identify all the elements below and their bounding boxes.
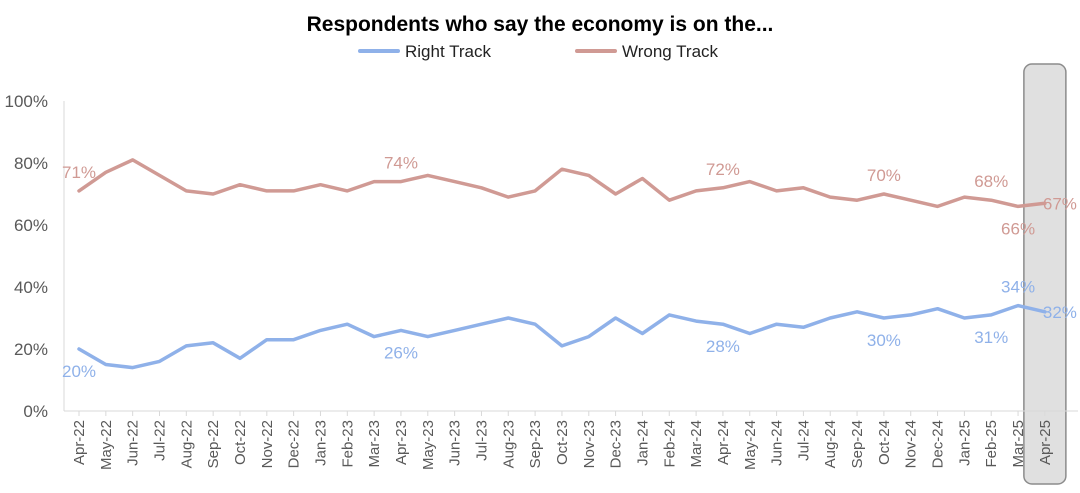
x-tick-label: Nov-24 [903,420,920,468]
x-tick-label: Jun-22 [125,420,142,466]
x-tick-label: Sep-22 [205,420,222,468]
x-tick-label: May-23 [420,420,437,470]
chart-title: Respondents who say the economy is on th… [307,13,774,36]
x-tick-label: Jul-22 [151,420,168,461]
series-layer [77,158,1047,370]
x-tick-label: Feb-23 [339,420,356,468]
x-tick-label: Jan-25 [956,420,973,466]
x-tick-label: Mar-24 [688,420,705,468]
y-tick-label: 40% [14,278,48,297]
data-label: 31% [974,328,1008,347]
x-tick-label: Oct-24 [876,420,893,465]
data-label: 71% [62,163,96,182]
y-tick-label: 20% [14,340,48,359]
data-label: 68% [974,172,1008,191]
data-label: 28% [706,337,740,356]
series-line [77,303,1047,370]
x-tick-label: Aug-24 [822,420,839,468]
x-tick-label: Aug-23 [500,420,517,468]
x-axis: Apr-22 May-22 Jun-22 Jul-22 Aug-22 Sep-22 Oct-… [64,410,1078,470]
x-tick-label: Mar-25 [1010,420,1027,468]
y-tick-label: 80% [14,154,48,173]
x-tick-label: Jan-24 [634,420,651,466]
x-tick-label: Dec-23 [608,420,625,468]
data-label: 20% [62,362,96,381]
data-label: 30% [867,331,901,350]
x-tick-label: Aug-22 [178,420,195,468]
data-label: 72% [706,160,740,179]
x-tick-label: Oct-23 [554,420,571,465]
x-tick-label: Nov-23 [581,420,598,468]
x-tick-label: Jun-24 [769,420,786,466]
x-tick-label: Dec-24 [930,420,947,468]
data-label: 70% [867,166,901,185]
series-line [77,158,1047,209]
data-label: 26% [384,343,418,362]
x-tick-label: Mar-23 [366,420,383,468]
highlight-box [1023,63,1067,485]
x-tick-label: Feb-24 [661,420,678,468]
data-label: 32% [1043,303,1077,322]
data-labels: 20% 26% 28% 30% 31% 34% 32% 71% 74% 72% 70% 68% 66% 6… [62,154,1077,381]
data-label: 66% [1001,219,1035,238]
y-axis: 0% 20% 40% 60% 80% 100% [5,92,65,421]
data-label: 34% [1001,278,1035,297]
x-tick-label: Jun-23 [447,420,464,466]
x-tick-label: Oct-22 [232,420,249,465]
data-label: 74% [384,154,418,173]
y-tick-label: 100% [5,92,48,111]
x-tick-label: Apr-22 [71,420,88,465]
x-tick-label: Jul-23 [473,420,490,461]
x-tick-label: May-22 [98,420,115,470]
x-tick-label: Apr-23 [393,420,410,465]
x-tick-label: Apr-24 [715,420,732,465]
y-tick-label: 60% [14,216,48,235]
x-tick-label: Nov-22 [259,420,276,468]
legend: Right Track Wrong Track [358,42,719,61]
x-tick-label: Sep-23 [527,420,544,468]
x-tick-label: Jan-23 [312,420,329,466]
legend-label: Wrong Track [622,42,719,61]
y-tick-label: 0% [23,402,48,421]
x-tick-label: Apr-25 [1037,420,1054,465]
x-tick-label: Dec-22 [286,420,303,468]
data-label: 67% [1043,194,1077,213]
x-tick-label: Feb-25 [983,420,1000,468]
x-tick-label: May-24 [742,420,759,470]
x-tick-label: Sep-24 [849,420,866,468]
legend-label: Right Track [405,42,491,61]
x-tick-label: Jul-24 [795,420,812,461]
